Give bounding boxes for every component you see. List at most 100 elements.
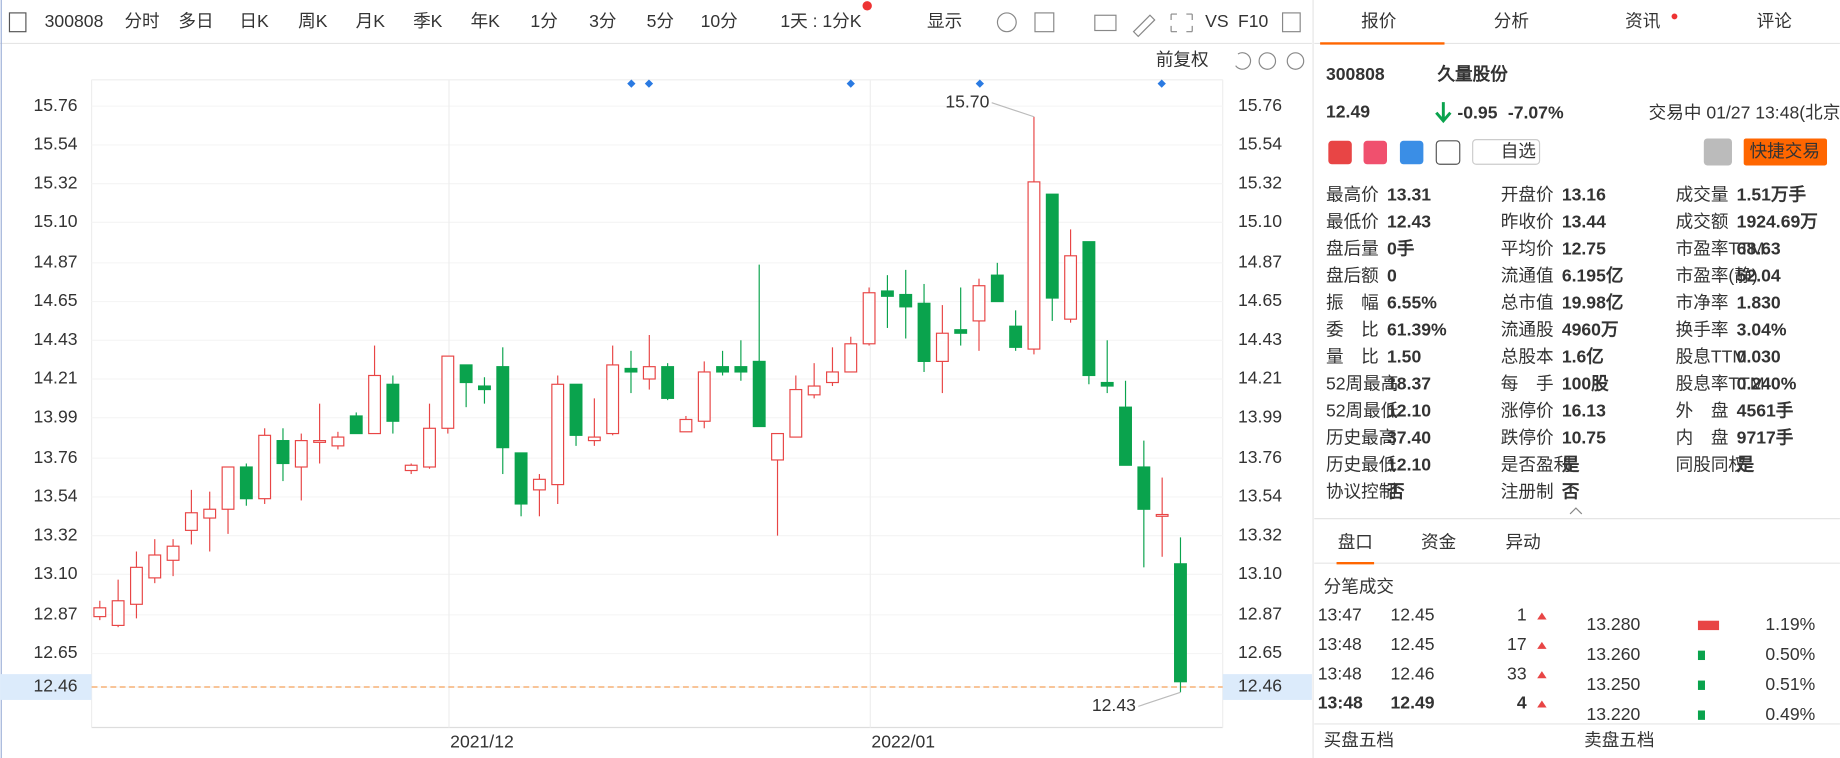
trade-time: 13:47	[1318, 605, 1362, 625]
level-bar	[1697, 620, 1720, 631]
y-tick-label: 13.10	[1238, 563, 1282, 583]
level-bar	[1697, 650, 1705, 661]
watch-label[interactable]: 自选	[1501, 141, 1536, 161]
panel-icon[interactable]	[8, 12, 27, 33]
candle-body	[569, 383, 583, 436]
subtab[interactable]: 盘口	[1338, 532, 1373, 552]
candle-body	[899, 293, 913, 308]
period-tab[interactable]: 年K	[471, 11, 501, 31]
candle-body	[990, 274, 1004, 303]
adjust-select[interactable]: 前复权	[1156, 50, 1209, 70]
trade-price: 12.46	[1391, 663, 1435, 683]
y-tick-label: 14.43	[33, 329, 77, 349]
field-value: 是	[1736, 454, 1755, 474]
event-marker[interactable]	[644, 79, 654, 88]
zoom-in[interactable]	[1286, 52, 1305, 70]
alert-button[interactable]	[1703, 138, 1732, 166]
display-menu[interactable]: 显示	[927, 11, 962, 31]
pen-icon[interactable]	[1132, 14, 1156, 38]
y-tick-label: 14.21	[1238, 368, 1282, 388]
fullscreen-icon[interactable]	[1170, 13, 1193, 33]
field-label: 涨停价	[1501, 401, 1554, 421]
field-value: 12.10	[1387, 401, 1431, 421]
period-tab[interactable]: 10分	[701, 11, 738, 31]
layout-icon[interactable]	[1281, 12, 1301, 33]
event-marker[interactable]	[627, 79, 636, 88]
down-arrow	[1435, 102, 1452, 124]
trade-volume: 33	[1507, 663, 1527, 683]
period-tab[interactable]: 日K	[239, 11, 269, 31]
field-label: 市盈率TTM	[1676, 239, 1765, 259]
y-tick-label: 12.65	[33, 642, 77, 662]
trade-time: 13:48	[1318, 663, 1362, 683]
period-tab[interactable]: 3分	[589, 11, 616, 31]
y-tick-label: 13.54	[33, 486, 77, 506]
trade-time: 13:48	[1318, 693, 1363, 713]
level-pct: 1.19%	[1765, 614, 1815, 634]
candle-body	[111, 600, 125, 626]
candle-body	[826, 371, 839, 384]
tag-icon	[1328, 140, 1352, 165]
reset-icon[interactable]	[1235, 52, 1252, 70]
level-price: 13.220	[1586, 704, 1640, 724]
min-label: 12.43	[1092, 695, 1136, 715]
period-select[interactable]: 1天 : 1分K	[780, 11, 861, 31]
settings-icon[interactable]	[996, 12, 1017, 33]
collapse[interactable]	[1569, 507, 1583, 515]
field-label: 量 比	[1326, 347, 1379, 367]
y-tick-label: 13.54	[1238, 486, 1282, 506]
event-marker[interactable]	[846, 79, 855, 88]
field-value: 1.51万手	[1737, 185, 1807, 205]
trade-button[interactable]	[1743, 138, 1828, 166]
y-tick-label: 15.10	[1238, 211, 1282, 231]
side-tab[interactable]: 报价	[1361, 11, 1397, 31]
side-tab[interactable]: 资讯	[1625, 11, 1661, 31]
field-label: 开盘价	[1501, 185, 1554, 205]
period-tab[interactable]: 分时	[124, 11, 159, 31]
trade-price: 12.49	[1391, 693, 1435, 713]
camera-icon[interactable]	[1094, 14, 1117, 32]
field-value: 否	[1386, 481, 1405, 501]
watch-button[interactable]	[1472, 139, 1541, 165]
period-tab[interactable]: 周K	[298, 11, 328, 31]
field-value: 13.16	[1562, 185, 1606, 205]
field-label: 最高价	[1326, 185, 1379, 205]
candle-body	[606, 364, 620, 435]
bid-title: 买盘五档	[1324, 730, 1394, 750]
f10-button[interactable]: F10	[1238, 11, 1269, 31]
candle-body	[1100, 381, 1114, 387]
period-tab[interactable]: 季K	[413, 11, 443, 31]
field-label: 振 幅	[1326, 293, 1379, 313]
y-tick-label: 15.32	[33, 172, 77, 192]
field-value: 52.04	[1737, 266, 1781, 286]
y-tick-label: 15.54	[1238, 134, 1282, 154]
field-label: 市盈率(静)	[1676, 266, 1758, 286]
quote-name: 久量股份	[1437, 64, 1508, 84]
side-tab[interactable]: 分析	[1494, 11, 1529, 31]
period-tab[interactable]: 1分	[530, 11, 557, 31]
max-leader	[991, 102, 1035, 118]
trade-label[interactable]: 快捷交易	[1750, 141, 1820, 161]
subtab[interactable]: 资金	[1421, 532, 1457, 552]
candle-body	[368, 374, 382, 435]
trade-volume: 17	[1507, 634, 1527, 654]
draw-icon[interactable]	[1034, 12, 1055, 33]
y-tick-label: 13.76	[33, 447, 77, 467]
subtab[interactable]: 异动	[1506, 532, 1541, 552]
candle-body	[880, 290, 894, 297]
y-tick-label: 15.10	[33, 211, 77, 231]
period-tab[interactable]: 多日	[178, 11, 213, 31]
candle-body	[423, 427, 436, 468]
y-tick-label: 15.76	[1238, 95, 1282, 115]
y-tick-label: 13.32	[33, 524, 77, 544]
zoom-out[interactable]	[1258, 52, 1277, 70]
candle-body	[789, 388, 803, 438]
level-pct: 0.50%	[1765, 644, 1815, 664]
vs-button[interactable]: VS	[1205, 11, 1228, 31]
trade-price: 12.45	[1391, 634, 1435, 654]
period-tab[interactable]: 月K	[356, 11, 386, 31]
side-tab[interactable]: 评论	[1757, 11, 1793, 31]
y-tick-label: 12.87	[33, 604, 77, 624]
period-tab[interactable]: 5分	[647, 11, 674, 31]
y-tick-label: 15.32	[1238, 172, 1282, 192]
